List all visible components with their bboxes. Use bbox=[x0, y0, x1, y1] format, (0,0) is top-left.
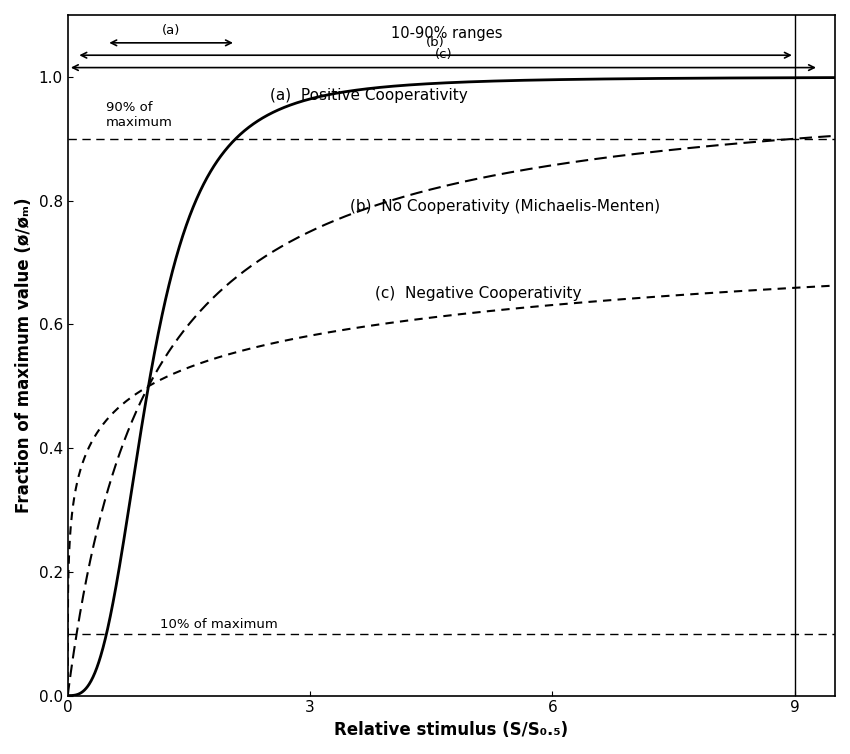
Text: 10% of maximum: 10% of maximum bbox=[160, 618, 277, 630]
Text: (a): (a) bbox=[162, 23, 180, 37]
Text: (a)  Positive Cooperativity: (a) Positive Cooperativity bbox=[269, 88, 468, 103]
Text: 10-90% ranges: 10-90% ranges bbox=[391, 26, 502, 41]
Text: (c): (c) bbox=[434, 48, 452, 61]
Text: 90% of
maximum: 90% of maximum bbox=[106, 102, 173, 130]
Y-axis label: Fraction of maximum value (ø/øₘ): Fraction of maximum value (ø/øₘ) bbox=[15, 198, 33, 513]
Text: (b): (b) bbox=[426, 36, 445, 49]
X-axis label: Relative stimulus (S/S₀.₅): Relative stimulus (S/S₀.₅) bbox=[334, 721, 569, 739]
Text: (c)  Negative Cooperativity: (c) Negative Cooperativity bbox=[375, 286, 581, 301]
Text: (b)  No Cooperativity (Michaelis-Menten): (b) No Cooperativity (Michaelis-Menten) bbox=[350, 199, 660, 214]
